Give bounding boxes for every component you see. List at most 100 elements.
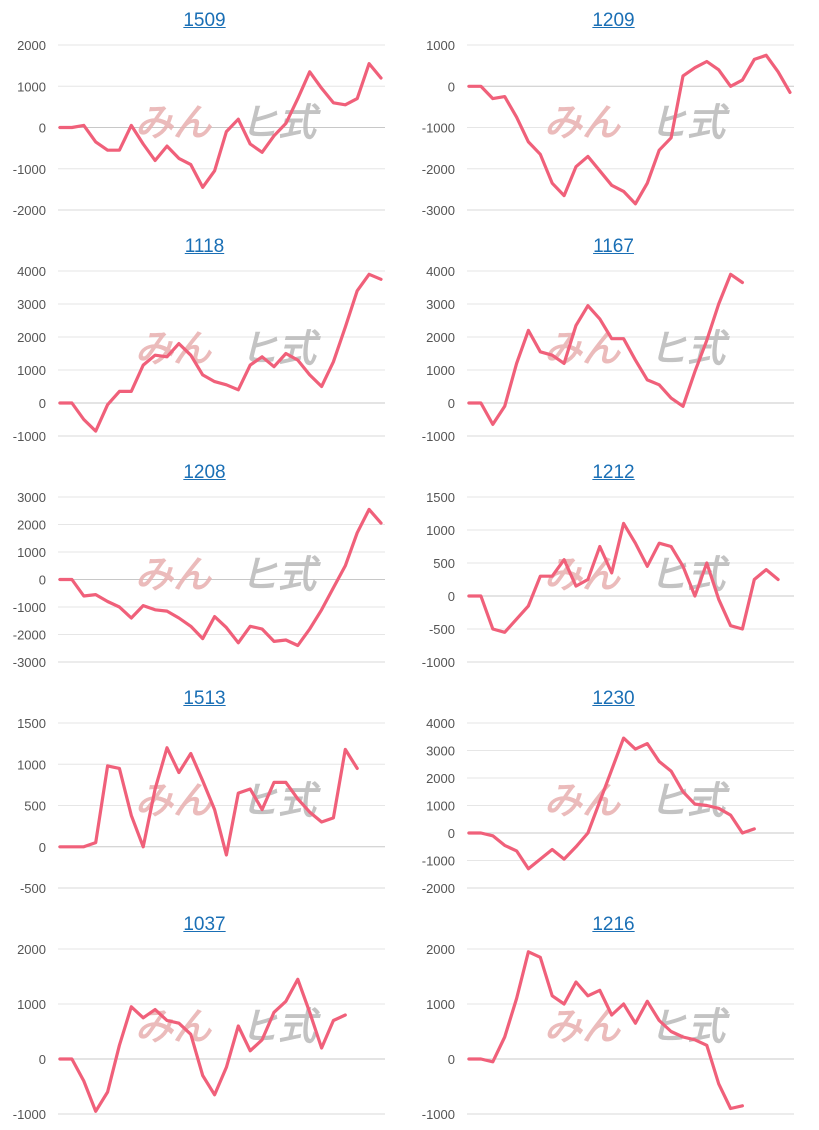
y-tick-label: 2000 bbox=[426, 942, 455, 957]
chart-panel-1230: -2000 -1000 0 1000 2000 3000 4000 みん ヒ式 1230 bbox=[409, 678, 818, 904]
chart-svg: -1000 -500 0 500 1000 1500 みん ヒ式 bbox=[422, 490, 794, 670]
y-tick-label: -1000 bbox=[422, 429, 455, 444]
series-line bbox=[467, 736, 756, 871]
watermark-logo-right: ヒ式 bbox=[649, 1005, 730, 1049]
y-tick-label: -2000 bbox=[13, 628, 46, 643]
series-line bbox=[467, 950, 744, 1111]
chart-title-link[interactable]: 1208 bbox=[183, 462, 226, 483]
y-tick-label: -1000 bbox=[13, 429, 46, 444]
watermark-logo-left: みん bbox=[544, 779, 621, 823]
chart-svg: -2000 -1000 0 1000 2000 みん ヒ式 bbox=[13, 38, 385, 218]
watermark-logo-left: みん bbox=[135, 779, 212, 823]
y-tick-label: 2000 bbox=[17, 38, 46, 53]
y-tick-label: 3000 bbox=[17, 297, 46, 312]
chart-svg: -500 0 500 1000 1500 みん ヒ式 bbox=[17, 716, 385, 896]
y-tick-label: -1000 bbox=[422, 121, 455, 136]
chart-panel-1208: -3000 -2000 -1000 0 1000 2000 3000 みん ヒ式 1208 bbox=[0, 452, 409, 678]
y-tick-label: 1000 bbox=[17, 997, 46, 1012]
chart-title-link[interactable]: 1212 bbox=[592, 462, 635, 483]
y-tick-label: 0 bbox=[39, 840, 46, 855]
chart-panel-1212: -1000 -500 0 500 1000 1500 みん ヒ式 1212 bbox=[409, 452, 818, 678]
y-tick-label: 1000 bbox=[426, 799, 455, 814]
watermark-logo-right: ヒ式 bbox=[649, 553, 730, 597]
chart-title-link[interactable]: 1167 bbox=[593, 236, 634, 257]
y-tick-label: 1000 bbox=[426, 997, 455, 1012]
watermark-logo-left: みん bbox=[544, 1005, 621, 1049]
y-tick-label: 0 bbox=[448, 826, 455, 841]
chart-panel-1118: -1000 0 1000 2000 3000 4000 みん ヒ式 1118 bbox=[0, 226, 409, 452]
y-tick-label: 0 bbox=[39, 121, 46, 136]
watermark-logo-left: みん bbox=[135, 1005, 212, 1049]
chart-title-link[interactable]: 1118 bbox=[184, 236, 225, 257]
y-tick-label: 500 bbox=[433, 556, 455, 571]
y-tick-label: -500 bbox=[429, 622, 455, 637]
series-line bbox=[58, 746, 359, 857]
y-tick-label: 1000 bbox=[426, 38, 455, 53]
y-tick-label: 1000 bbox=[17, 545, 46, 560]
series-line bbox=[58, 61, 383, 189]
watermark-logo-right: ヒ式 bbox=[649, 101, 730, 145]
watermark-logo-left: みん bbox=[544, 101, 621, 145]
y-tick-label: 2000 bbox=[426, 771, 455, 786]
y-tick-label: 3000 bbox=[426, 744, 455, 759]
y-tick-label: -2000 bbox=[422, 162, 455, 177]
y-tick-label: -2000 bbox=[13, 203, 46, 218]
chart-title-link[interactable]: 1209 bbox=[592, 10, 635, 31]
chart-panel-1509: -2000 -1000 0 1000 2000 みん ヒ式 1509 bbox=[0, 0, 409, 226]
chart-panel-1209: -3000 -2000 -1000 0 1000 みん ヒ式 1209 bbox=[409, 0, 818, 226]
watermark-logo-left: みん bbox=[544, 553, 621, 597]
watermark-logo-right: ヒ式 bbox=[240, 779, 321, 823]
watermark-logo-left: みん bbox=[135, 553, 212, 597]
y-tick-label: 4000 bbox=[426, 716, 455, 731]
y-tick-label: 2000 bbox=[426, 330, 455, 345]
y-tick-label: -1000 bbox=[422, 854, 455, 869]
y-tick-label: 1500 bbox=[426, 490, 455, 505]
y-tick-label: 1000 bbox=[426, 363, 455, 378]
watermark-logo-right: ヒ式 bbox=[240, 1005, 321, 1049]
y-tick-label: -1000 bbox=[422, 1107, 455, 1122]
chart-svg: -3000 -2000 -1000 0 1000 2000 3000 みん ヒ式 bbox=[13, 490, 385, 670]
chart-svg: -3000 -2000 -1000 0 1000 みん ヒ式 bbox=[422, 38, 794, 218]
watermark-logo-left: みん bbox=[135, 101, 212, 145]
y-tick-label: 0 bbox=[39, 573, 46, 588]
watermark-logo-right: ヒ式 bbox=[240, 101, 321, 145]
y-tick-label: -1000 bbox=[13, 1107, 46, 1122]
y-tick-label: 2000 bbox=[17, 942, 46, 957]
y-tick-label: 2000 bbox=[17, 518, 46, 533]
y-tick-label: 0 bbox=[39, 396, 46, 411]
chart-panel-1037: -1000 0 1000 2000 みん ヒ式 1037 bbox=[0, 904, 409, 1130]
chart-svg: -1000 0 1000 2000 みん ヒ式 bbox=[13, 942, 385, 1122]
y-tick-label: 4000 bbox=[426, 264, 455, 279]
y-tick-label: 3000 bbox=[17, 490, 46, 505]
watermark-logo-right: ヒ式 bbox=[240, 553, 321, 597]
y-tick-label: 1000 bbox=[17, 363, 46, 378]
y-tick-label: 1000 bbox=[426, 523, 455, 538]
chart-title-link[interactable]: 1216 bbox=[592, 914, 635, 935]
y-tick-label: 0 bbox=[39, 1052, 46, 1067]
y-tick-label: 2000 bbox=[17, 330, 46, 345]
chart-panel-1167: -1000 0 1000 2000 3000 4000 みん ヒ式 1167 bbox=[409, 226, 818, 452]
y-tick-label: 0 bbox=[448, 1052, 455, 1067]
y-tick-label: -3000 bbox=[13, 655, 46, 670]
y-tick-label: -2000 bbox=[422, 881, 455, 896]
y-tick-label: 1000 bbox=[17, 79, 46, 94]
chart-title-link[interactable]: 1509 bbox=[183, 10, 226, 31]
chart-title-link[interactable]: 1230 bbox=[592, 688, 635, 709]
y-tick-label: 0 bbox=[448, 396, 455, 411]
chart-title-link[interactable]: 1513 bbox=[183, 688, 226, 709]
y-tick-label: -1000 bbox=[13, 162, 46, 177]
watermark-logo-right: ヒ式 bbox=[649, 327, 730, 371]
series-line bbox=[58, 507, 383, 648]
y-tick-label: 500 bbox=[24, 799, 46, 814]
chart-panel-1513: -500 0 500 1000 1500 みん ヒ式 1513 bbox=[0, 678, 409, 904]
chart-title-link[interactable]: 1037 bbox=[183, 914, 226, 935]
y-tick-label: 1500 bbox=[17, 716, 46, 731]
y-tick-label: 0 bbox=[448, 79, 455, 94]
y-tick-label: 3000 bbox=[426, 297, 455, 312]
chart-panel-1216: -1000 0 1000 2000 みん ヒ式 1216 bbox=[409, 904, 818, 1130]
y-tick-label: 1000 bbox=[17, 757, 46, 772]
y-tick-label: -1000 bbox=[13, 600, 46, 615]
